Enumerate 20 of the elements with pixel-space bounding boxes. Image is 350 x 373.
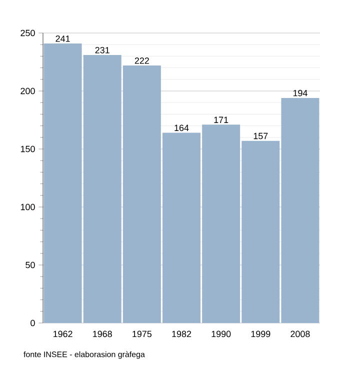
x-tick-label: 1975 [132, 330, 152, 338]
x-tick-label: 1999 [251, 330, 270, 338]
x-tick-label: 1990 [212, 330, 231, 338]
x-tick-label: 1968 [93, 330, 112, 338]
x-tick-label: 2008 [290, 330, 310, 338]
data-label: 171 [214, 116, 228, 123]
y-tick-label: 250 [20, 30, 35, 36]
data-label: 194 [293, 90, 308, 96]
y-tick-label: 0 [30, 320, 35, 326]
data-label: 164 [174, 124, 189, 132]
x-tick-label: 1962 [54, 330, 72, 338]
y-tick-label: 100 [20, 204, 35, 210]
data-label: 157 [254, 132, 268, 140]
data-label: 241 [56, 35, 70, 42]
data-label: 231 [95, 46, 110, 54]
x-tick-label: 1982 [172, 330, 192, 338]
data-label: 222 [134, 58, 149, 64]
y-tick-label: 200 [20, 88, 35, 94]
y-tick-label: 150 [20, 146, 35, 152]
y-tick-label: 50 [26, 262, 35, 268]
